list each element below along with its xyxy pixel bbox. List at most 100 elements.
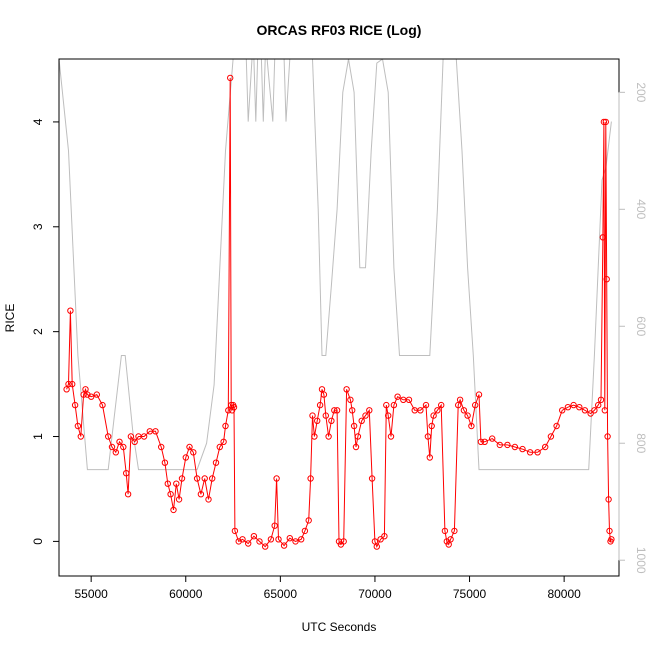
rice-point [322,412,329,419]
rice-point [600,118,608,126]
rice-point [80,391,87,398]
rice-point [390,401,398,409]
y2-tick-label: 600 [634,316,648,336]
rice-point [230,404,238,411]
rice-point [387,433,395,440]
rice-point [352,443,360,451]
rice-point [472,401,479,409]
rice-point [591,407,598,414]
rice-point [65,380,72,388]
rice-point [347,396,354,403]
rice-point [328,417,335,424]
rice-point [311,433,318,440]
y2-axis: 200 400 600 800 1000 [618,82,648,574]
rice-point [366,407,373,414]
rice-point [362,412,369,419]
rice-point [438,401,445,409]
rice-point [280,542,288,549]
rice-point [475,391,483,398]
y2-tick-label: 200 [634,82,648,102]
plot-frame [58,58,620,577]
rice-point [597,396,605,403]
rice-point [222,422,229,430]
y-tick-label: 2 [31,328,45,335]
rice-point [170,506,177,514]
rice-point [262,543,269,550]
rice-point [239,536,246,543]
rice-point [430,412,437,419]
rice-point [606,527,613,535]
rice-point [373,543,380,550]
rice-point [216,443,224,451]
rice-point [186,443,193,451]
rice-point [193,475,201,482]
rice-point [394,393,401,400]
rice-point [477,438,485,445]
rice-point [309,412,316,419]
rice-point [99,401,106,409]
rice-point [354,433,362,440]
rice-point [333,407,341,414]
x-tick-label: 80000 [547,587,581,601]
rice-point [526,449,534,456]
rice-point [455,401,462,409]
rice-point [340,538,347,545]
rice-point [417,407,424,414]
rice-point [120,443,127,451]
rice-point [504,441,511,449]
rice-point [519,445,526,453]
rice-point [542,443,549,451]
rice-point [164,480,172,487]
rice-point [275,536,282,543]
rice-series [63,74,615,550]
rice-point [205,496,212,503]
rice-point [608,536,615,543]
rice-point [428,422,435,430]
rice-point [271,522,278,529]
rice-point [105,433,112,440]
rice-point [256,538,263,545]
rice-point [381,533,388,540]
rice-point [124,491,132,498]
rice-point [595,401,602,409]
y2-tick-label: 800 [634,433,648,453]
y-tick-label: 0 [31,538,45,545]
rice-point [74,422,82,430]
y2-tick-label: 400 [634,199,648,219]
rice-point [227,74,234,82]
rice-point [318,386,326,393]
rice-point [496,441,503,449]
y-tick-label: 4 [31,118,45,125]
rice-point [292,538,299,545]
rice-point [127,433,135,440]
rice-point [245,540,252,547]
rice-point [250,533,258,540]
y-axis-label: RICE [3,304,17,333]
rice-point [422,401,430,409]
rice-point [197,491,205,498]
rice-point [587,410,594,417]
rice-point [441,527,449,535]
rice-point [112,449,120,456]
rice-point [175,496,183,503]
rice-point [173,480,180,487]
rice-point [481,438,488,445]
rice-point [604,433,611,440]
rice-point [547,433,555,440]
rice-point [424,433,432,440]
rice-line [66,77,612,548]
rice-point [385,412,392,419]
rice-point [212,459,220,466]
rice-point [71,401,79,409]
rice-point [201,475,208,482]
x-tick-label: 65000 [264,587,298,601]
rice-point [368,475,376,482]
rice-point [88,393,95,400]
rice-point [405,396,413,403]
rice-point [325,433,332,440]
y-axis: 0 1 2 3 4 [31,118,60,545]
rice-point [140,433,148,440]
rice-point [316,401,324,409]
rice-point [377,536,384,543]
rice-point [116,438,123,445]
